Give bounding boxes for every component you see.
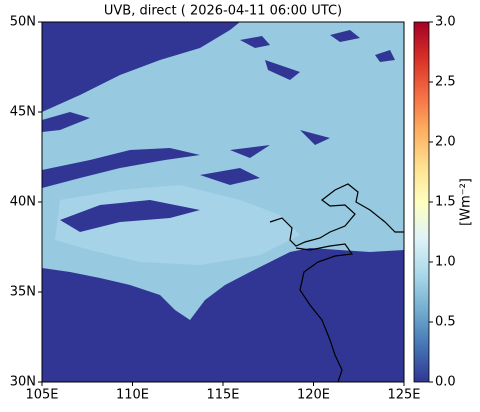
colorbar-tick-label: 2.5: [435, 75, 456, 90]
colorbar: [413, 21, 430, 383]
y-tick-label: 30N: [10, 375, 36, 390]
y-tick-label: 50N: [10, 15, 36, 30]
colorbar-label: [Wm⁻²]: [459, 178, 474, 226]
colorbar-tick-label: 3.0: [435, 15, 456, 30]
colorbar-tick-label: 1.0: [435, 255, 456, 270]
chart-title: UVB, direct ( 2026-04-11 06:00 UTC): [104, 4, 342, 19]
x-tick-label: 125E: [387, 388, 420, 403]
x-tick-label: 120E: [297, 388, 330, 403]
y-tick-label: 40N: [10, 195, 36, 210]
colorbar-tick-label: 0.0: [435, 375, 456, 390]
colorbar-tick-label: 0.5: [435, 315, 456, 330]
colorbar-tick-label: 1.5: [435, 195, 456, 210]
map-field: [42, 22, 404, 382]
y-tick-label: 35N: [10, 285, 36, 300]
y-tick-label: 45N: [10, 105, 36, 120]
x-tick-label: 110E: [116, 388, 149, 403]
colorbar-tick-label: 2.0: [435, 135, 456, 150]
x-tick-label: 105E: [25, 388, 58, 403]
x-tick-label: 115E: [206, 388, 239, 403]
